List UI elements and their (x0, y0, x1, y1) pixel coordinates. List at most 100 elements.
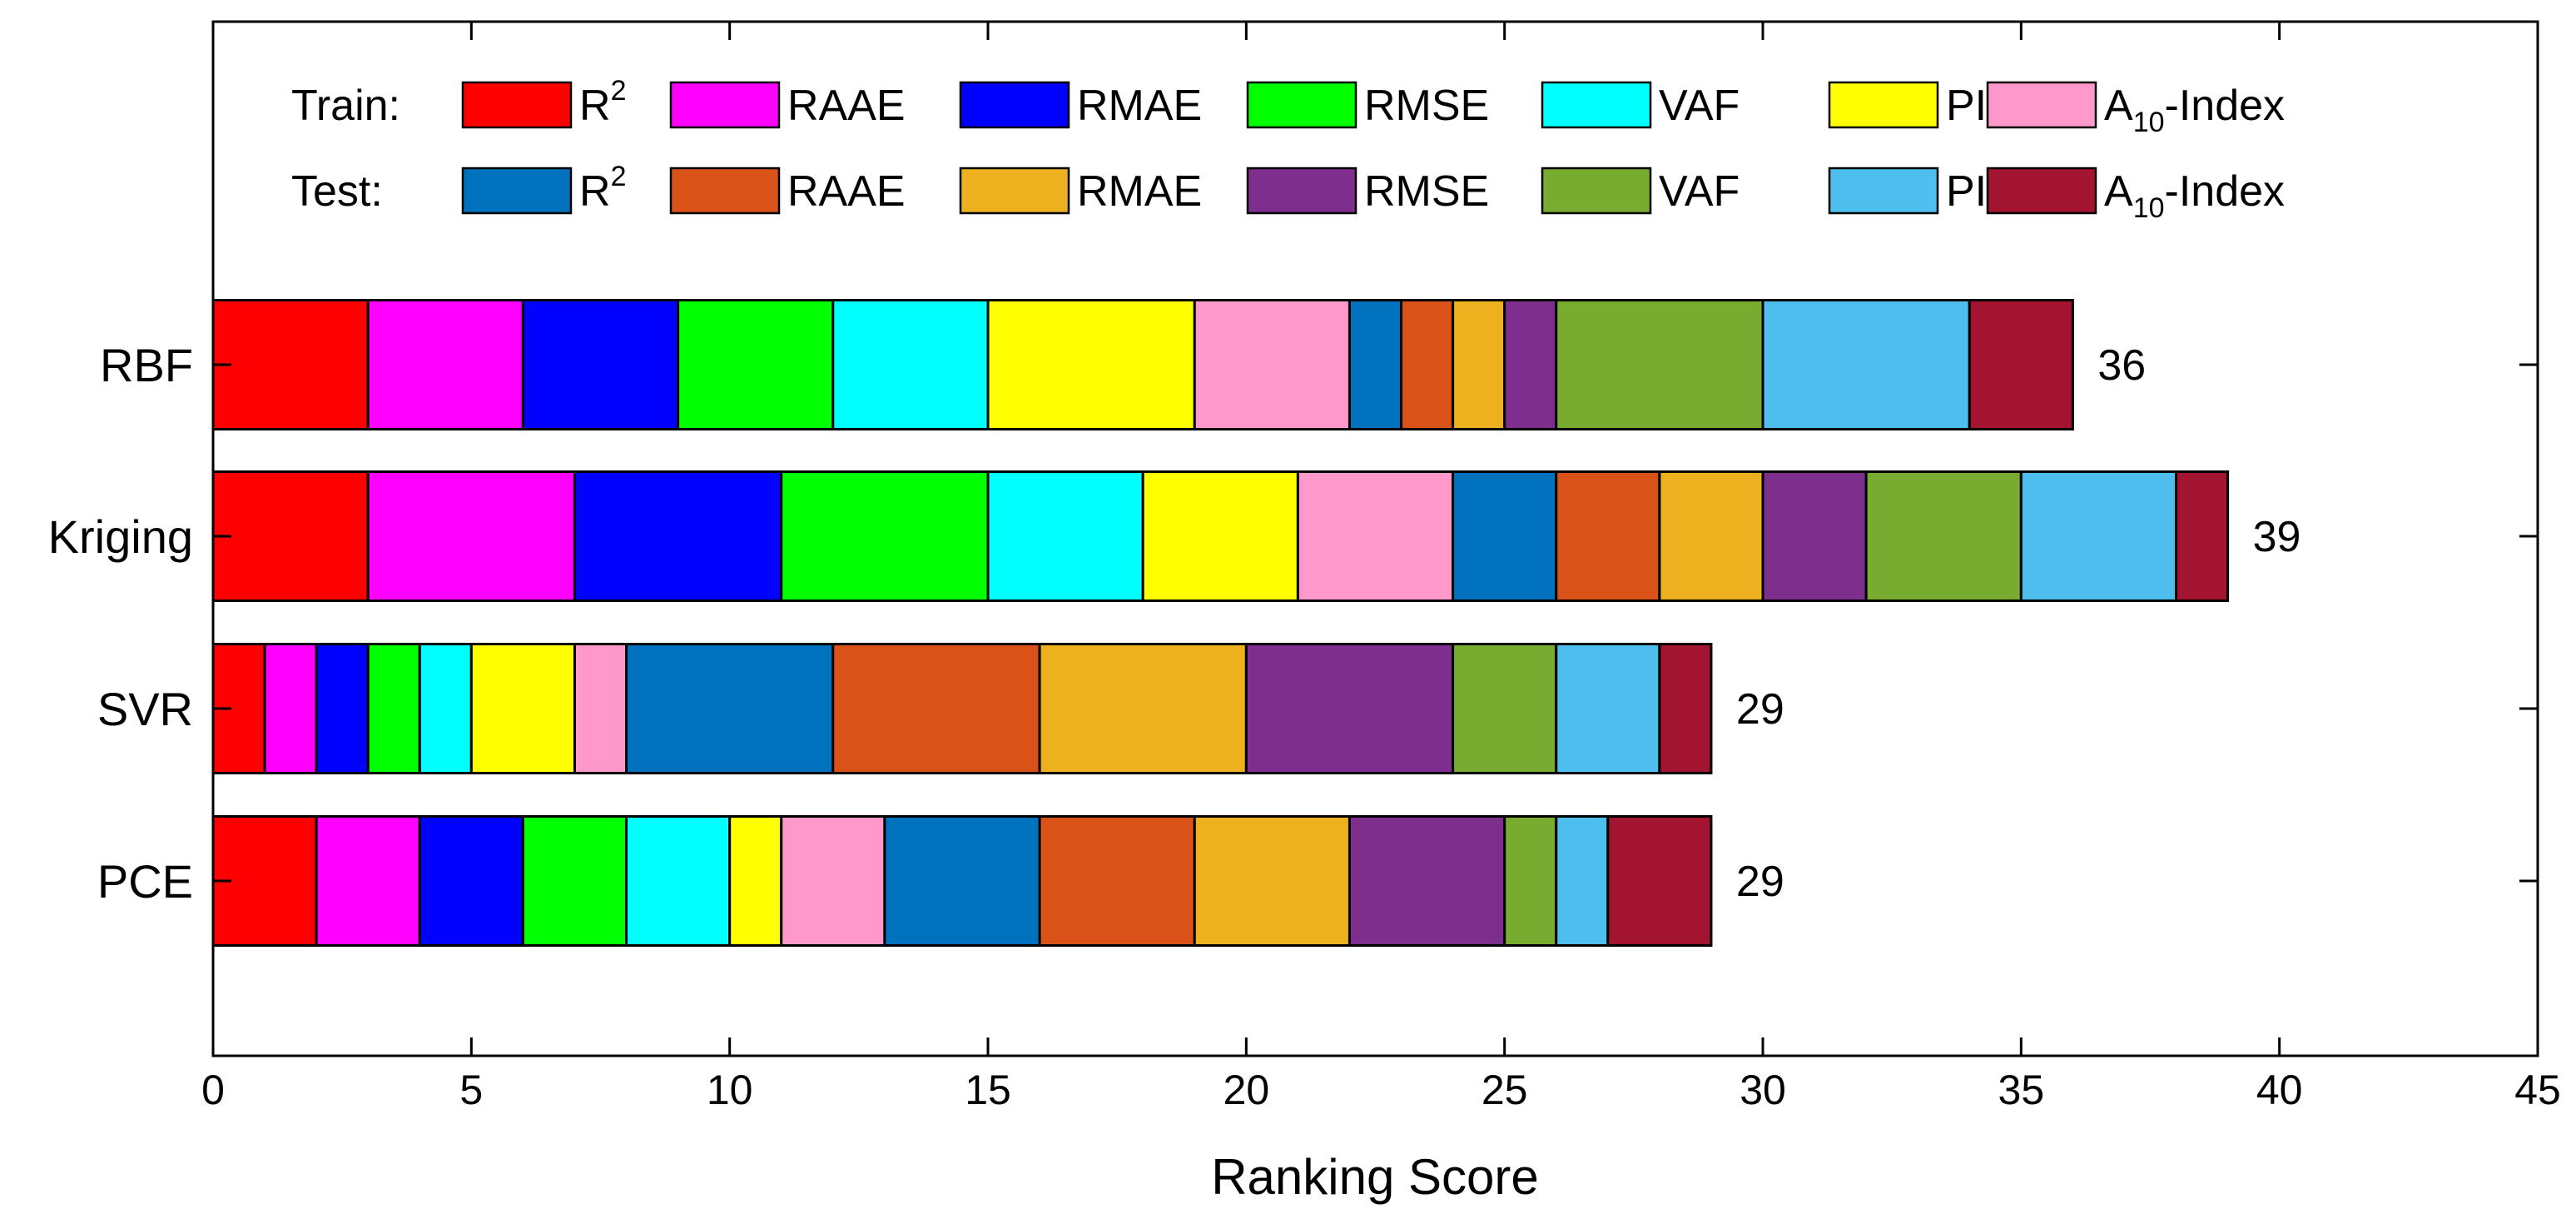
legend-train-vaf-label: VAF (1659, 82, 1740, 130)
legend-test-vaf-swatch (1541, 167, 1652, 215)
legend-test-pi-label: PI (1946, 167, 1987, 216)
legend-test-raae-swatch (669, 167, 781, 215)
bar-pce-train-vaf (625, 815, 732, 947)
bar-pce-test-a10-index (1606, 815, 1713, 947)
legend-train-a10-index-label: A10-Index (2104, 82, 2285, 138)
legend-test-a10-index-label: A10-Index (2104, 167, 2285, 224)
bar-svr-train-raae (263, 643, 318, 774)
legend-row-label-test: Test: (291, 167, 383, 216)
bar-rbf-test-raae (1400, 299, 1455, 430)
bar-pce-train-rmse (521, 815, 628, 947)
legend-train-raae-label: RAAE (787, 82, 906, 130)
legend-train-r-sq-swatch (461, 81, 573, 129)
x-tick-label: 10 (707, 1067, 753, 1113)
total-label-pce: 29 (1736, 858, 1784, 906)
bar-pce-train-raae (315, 815, 421, 947)
x-tick-label: 25 (1482, 1067, 1528, 1113)
x-tick-label: 30 (1740, 1067, 1786, 1113)
bar-rbf-train-raae (366, 299, 524, 430)
x-tick-label: 0 (201, 1067, 225, 1113)
bar-kriging-train-vaf (986, 470, 1144, 602)
total-label-svr: 29 (1736, 685, 1784, 734)
bar-svr-test-a10-index (1658, 643, 1713, 774)
bar-svr-train-vaf (418, 643, 473, 774)
bar-pce-test-rmse (1348, 815, 1506, 947)
bar-rbf-test-r-sq (1348, 299, 1403, 430)
x-axis: 0 5 10 15 20 25 30 35 40 45 (201, 22, 2561, 1113)
legend-test-a10-index-swatch (1986, 167, 2097, 215)
legend-train-a10-index-swatch (1986, 81, 2097, 129)
bar-rbf-train-vaf (831, 299, 990, 430)
bar-rbf-train-rmse (677, 299, 835, 430)
bar-kriging-test-raae (1555, 470, 1661, 602)
x-tick-label: 5 (459, 1067, 483, 1113)
bar-rbf-test-pi (1761, 299, 1971, 430)
bar-pce-test-rmae (1193, 815, 1351, 947)
legend: Train:Test:R2 RAAE RMAE RMSE VAF PI A10-IndexR… (291, 75, 2285, 224)
bar-pce-test-r-sq (883, 815, 1041, 947)
bar-svr-test-rmae (1038, 643, 1248, 774)
bar-kriging-train-pi (1141, 470, 1299, 602)
bar-rbf-train-r-sq (211, 299, 370, 430)
bar-kriging-train-rmae (573, 470, 783, 602)
bar-pce-test-raae (1038, 815, 1196, 947)
legend-train-rmae-label: RMAE (1077, 82, 1202, 130)
total-labels-group: 36 39 29 29 (1736, 341, 2301, 906)
bar-kriging-test-r-sq (1452, 470, 1558, 602)
bar-kriging-test-rmae (1658, 470, 1764, 602)
legend-train-rmae-swatch (959, 81, 1070, 129)
legend-test-pi-swatch (1828, 167, 1939, 215)
bar-kriging-test-pi (2019, 470, 2178, 602)
total-label-rbf: 36 (2097, 341, 2146, 390)
legend-train-rmse-swatch (1246, 81, 1357, 129)
bar-kriging-train-a10-index (1296, 470, 1455, 602)
bar-svr-train-pi (469, 643, 576, 774)
bar-pce-train-rmae (418, 815, 524, 947)
bar-svr-train-rmae (315, 643, 370, 774)
x-tick-label: 45 (2514, 1067, 2561, 1113)
bar-rbf-test-rmae (1452, 299, 1506, 430)
category-label-kriging: Kriging (48, 510, 193, 563)
total-label-kriging: 39 (2253, 513, 2301, 561)
legend-test-rmse-label: RMSE (1364, 167, 1489, 216)
bar-rbf-train-rmae (521, 299, 680, 430)
bar-pce-test-vaf (1503, 815, 1558, 947)
bar-rbf-test-rmse (1503, 299, 1558, 430)
bar-pce-train-a10-index (780, 815, 886, 947)
legend-test-r-sq-swatch (461, 167, 573, 215)
category-label-rbf: RBF (100, 339, 193, 391)
legend-test-vaf-label: VAF (1659, 167, 1740, 216)
bar-svr-train-a10-index (573, 643, 628, 774)
bar-svr-test-vaf (1452, 643, 1558, 774)
bar-kriging-train-raae (366, 470, 576, 602)
bar-kriging-test-rmse (1761, 470, 1868, 602)
y-axis: RBF Kriging SVR PCE (48, 339, 2538, 908)
legend-test-rmse-swatch (1246, 167, 1357, 215)
bar-rbf-train-a10-index (1193, 299, 1351, 430)
bar-kriging-train-rmse (780, 470, 990, 602)
bar-kriging-test-vaf (1864, 470, 2023, 602)
legend-test-rmae-label: RMAE (1077, 167, 1202, 216)
category-label-pce: PCE (97, 855, 193, 908)
x-tick-label: 40 (2256, 1067, 2303, 1113)
legend-train-rmse-label: RMSE (1364, 82, 1489, 130)
category-label-svr: SVR (97, 683, 193, 735)
legend-test-rmae-swatch (959, 167, 1070, 215)
bar-svr-test-r-sq (625, 643, 835, 774)
bar-kriging-test-a10-index (2175, 470, 2230, 602)
bar-svr-train-rmse (366, 643, 421, 774)
x-tick-label: 35 (1998, 1067, 2045, 1113)
plot-frame (211, 20, 2539, 1057)
legend-train-vaf-swatch (1541, 81, 1652, 129)
legend-row-label-train: Train: (291, 82, 400, 130)
x-tick-label: 20 (1223, 1067, 1270, 1113)
legend-train-pi-label: PI (1946, 82, 1987, 130)
bar-rbf-train-pi (986, 299, 1196, 430)
legend-train-pi-swatch (1828, 81, 1939, 129)
x-tick-label: 15 (965, 1067, 1011, 1113)
bar-svr-test-rmse (1244, 643, 1455, 774)
bar-kriging-train-r-sq (211, 470, 370, 602)
bar-rbf-test-a10-index (1968, 299, 2074, 430)
legend-train-raae-swatch (669, 81, 781, 129)
